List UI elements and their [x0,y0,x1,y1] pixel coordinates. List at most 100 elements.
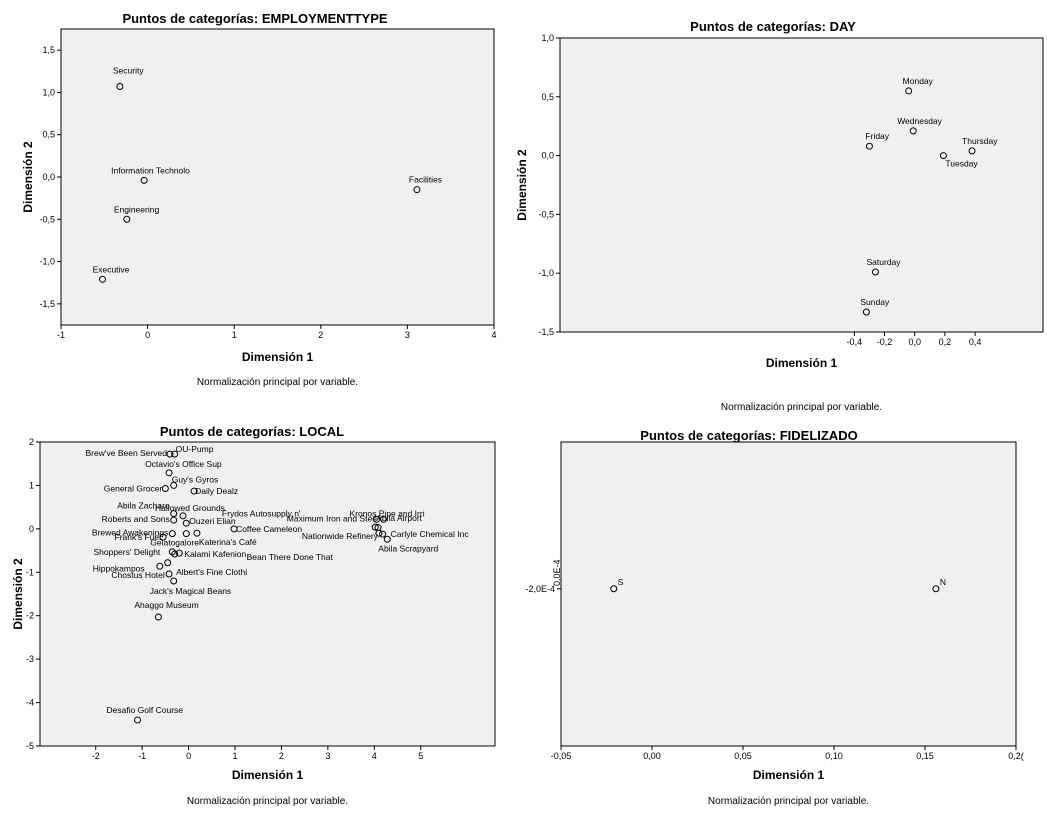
point-label: Albert's Fine Clothi [176,567,247,577]
point-label: Frydos Autosupply n' [222,508,301,518]
x-tick-label: -0,05 [551,751,572,761]
point-label: Katerina's Café [199,537,257,547]
x-tick-label: 1 [232,330,237,340]
data-point [99,275,107,283]
point-label: N [940,577,946,587]
data-point [193,529,201,537]
x-tick-label: 0 [145,330,150,340]
point-label: Chostus Hotel [111,570,164,580]
y-axis-title: Dimensión 2 [11,558,25,630]
y-tick-label: 0,5 [541,92,554,102]
y-tick-label: -1,0 [538,268,554,278]
y-axis-title: Dimensión 2 [21,141,35,213]
point-label: Sunday [860,297,890,307]
x-axis-title: Dimensión 1 [242,350,314,364]
point-label: Guy's Gyros [172,474,219,484]
point-label: Executive [93,264,130,274]
y-tick-label: 2 [29,437,34,447]
y-tick-label: -0,5 [39,214,55,224]
x-tick-label: -0,4 [847,337,863,347]
point-label: Maximum Iron and Stee [287,514,378,524]
data-point [968,147,976,155]
chart-title: Puntos de categorías: DAY [690,19,856,34]
x-tick-label: 0,05 [734,751,752,761]
data-point [179,512,187,520]
point-label: Nationwide Refinery [302,531,379,541]
x-tick-label: 0,00 [643,751,661,761]
x-tick-label: -1 [138,751,146,761]
y-tick-label: -1,0 [39,257,55,267]
y-tick-label: -5 [26,741,34,751]
y-tick-label: 0 [29,524,34,534]
y-tick-label: -2 [26,611,34,621]
point-label: Octavio's Office Sup [145,459,222,469]
data-point [171,550,179,558]
chart-0: Puntos de categorías: EMPLOYMENTTYPE -1 0 1… [21,11,497,388]
point-label: Saturday [866,257,901,267]
x-axis-title: Dimensión 1 [232,768,304,782]
point-label: Abila Airport [376,513,422,523]
point-label: Brew've Been Served [86,448,168,458]
y-tick-label: -1,5 [39,299,55,309]
point-label: Frank's Fuel [115,532,162,542]
x-tick-label: 3 [405,330,410,340]
data-point [379,530,387,538]
data-point [123,215,131,223]
data-point [170,481,178,489]
chart-title: Puntos de categorías: LOCAL [160,424,344,439]
data-point [182,519,190,527]
data-point [371,523,379,531]
data-point [610,585,618,593]
data-point [862,308,870,316]
data-point [383,535,391,543]
y-tick-label: -0,5 [538,209,554,219]
chart-title: Puntos de categorías: EMPLOYMENTTYPE [122,11,387,26]
point-label: S [618,577,624,587]
x-tick-label: 0,15 [916,751,934,761]
point-label: Abila Scrapyard [378,543,438,553]
plot-area [559,37,1044,333]
x-tick-label: 0,4 [969,337,982,347]
point-label: Desafio Golf Course [107,705,184,715]
point-label: Hallowed Grounds [155,503,225,513]
x-tick-label: 1 [232,751,237,761]
point-label: Gelatogalore [150,538,199,548]
data-point [190,487,198,495]
data-point [161,484,169,492]
x-axis-title: Dimensión 1 [766,356,838,370]
data-point [168,548,176,556]
point-label: Hippokampos [93,564,145,574]
point-label: Friday [865,131,889,141]
data-point [932,585,940,593]
data-point [165,570,173,578]
data-point [116,83,124,91]
data-point [156,562,164,570]
point-label: Monday [903,76,934,86]
x-axis-title: Dimensión 1 [753,768,825,782]
y-tick-label: -2,0E-4 [525,584,555,594]
chart-3: Puntos de categorías: FIDELIZADO -0,05 0,0… [525,428,1023,807]
point-label: Ouzeri Elian [189,516,236,526]
plot-area [60,28,495,326]
x-tick-label: 4 [372,751,377,761]
chart-1: Puntos de categorías: DAY -0,4 -0,2 0,0 0,2 0… [515,19,1044,413]
point-label: Coffee Cameleon [236,524,302,534]
data-point [164,559,172,567]
plot-area [39,441,496,747]
point-label: Daily Dealz [195,486,238,496]
point-label: Kalami Kafenion [184,549,246,559]
y-tick-label: 0,0 [42,172,55,182]
y-tick-label: 1,0 [42,87,55,97]
x-tick-label: 2 [279,751,284,761]
x-tick-label: 3 [325,751,330,761]
point-label: Thursday [962,136,998,146]
data-point [170,516,178,524]
point-label: Engineering [114,204,160,214]
x-tick-label: 0,2 [939,337,952,347]
point-label: Tuesday [945,159,978,169]
data-point [175,549,183,557]
data-point [159,533,167,541]
y-tick-label: 1,5 [42,45,55,55]
data-point [871,268,879,276]
